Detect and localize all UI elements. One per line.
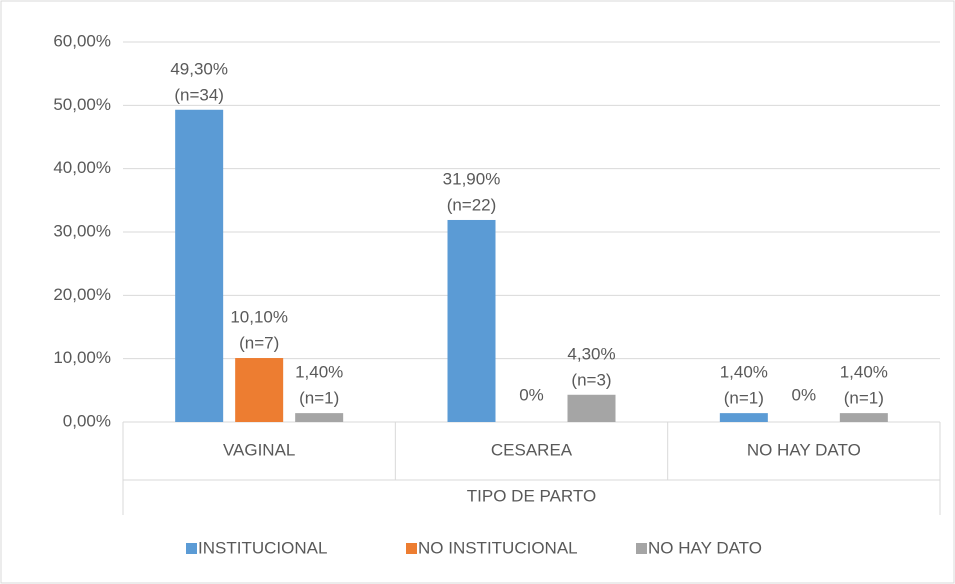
count-label: (n=3) — [571, 370, 611, 389]
legend-swatch — [186, 543, 197, 554]
count-label: (n=34) — [174, 85, 224, 104]
bar — [235, 358, 284, 422]
value-label: 1,40% — [295, 363, 343, 382]
bar — [175, 109, 224, 423]
x-tick-label: VAGINAL — [223, 440, 295, 459]
value-label: 0% — [519, 385, 544, 404]
y-tick-label: 60,00% — [53, 31, 111, 50]
count-label: (n=1) — [844, 389, 884, 408]
value-label: 1,40% — [840, 363, 888, 382]
y-tick-label: 10,00% — [53, 348, 111, 367]
value-label: 0% — [792, 385, 817, 404]
bar — [719, 413, 768, 422]
x-tick-label: NO HAY DATO — [747, 440, 861, 459]
value-label: 4,30% — [567, 344, 615, 363]
legend-label: NO HAY DATO — [648, 538, 762, 557]
legend-label: INSTITUCIONAL — [198, 538, 327, 557]
bar — [839, 413, 888, 422]
value-label: 1,40% — [720, 363, 768, 382]
count-label: (n=7) — [239, 334, 279, 353]
count-label: (n=1) — [299, 389, 339, 408]
y-tick-label: 20,00% — [53, 285, 111, 304]
x-axis-title: TIPO DE PARTO — [467, 486, 596, 505]
value-label: 31,90% — [443, 169, 501, 188]
count-label: (n=22) — [447, 195, 497, 214]
y-tick-label: 30,00% — [53, 221, 111, 240]
x-tick-label: CESAREA — [491, 440, 573, 459]
y-tick-label: 40,00% — [53, 158, 111, 177]
y-tick-label: 0,00% — [63, 411, 111, 430]
bar — [295, 413, 344, 422]
bar — [447, 219, 496, 422]
legend-label: NO INSTITUCIONAL — [418, 538, 578, 557]
value-label: 10,10% — [230, 308, 288, 327]
y-tick-label: 50,00% — [53, 95, 111, 114]
legend-swatch — [636, 543, 647, 554]
bar — [567, 394, 616, 422]
count-label: (n=1) — [724, 389, 764, 408]
legend-swatch — [406, 543, 417, 554]
value-label: 49,30% — [170, 59, 228, 78]
